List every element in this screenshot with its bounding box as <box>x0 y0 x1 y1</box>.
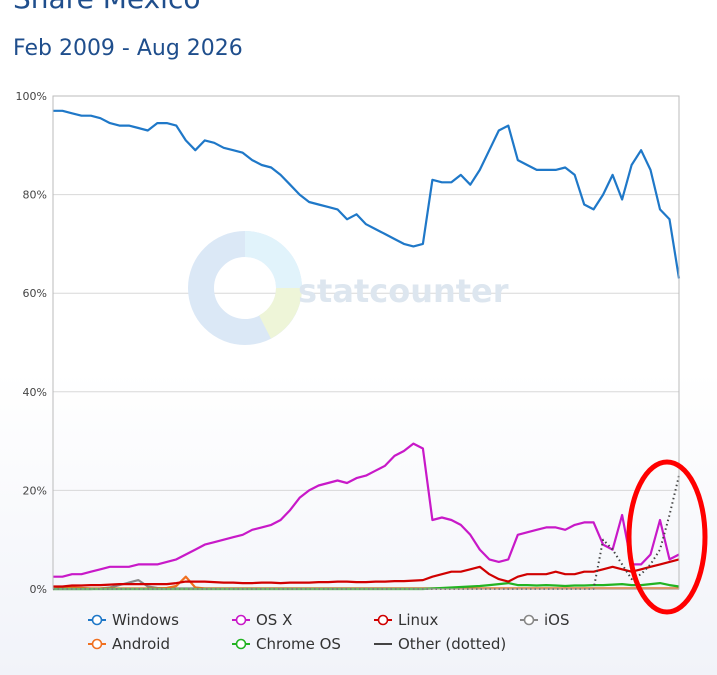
y-tick-label: 0% <box>30 583 47 596</box>
legend-item[interactable]: OS X <box>232 611 292 629</box>
gridlines <box>53 95 679 590</box>
red-highlight-circle <box>626 459 708 615</box>
legend-circle-icon <box>520 614 538 626</box>
legend-label: iOS <box>544 611 570 629</box>
legend-label: Chrome OS <box>256 635 341 653</box>
legend-circle-icon <box>88 614 106 626</box>
legend-item[interactable]: Linux <box>374 611 438 629</box>
legend-circle-icon <box>232 638 250 650</box>
plot-border <box>52 95 680 590</box>
y-tick-label: 80% <box>23 189 47 202</box>
legend-label: Windows <box>112 611 179 629</box>
y-tick-label: 100% <box>16 90 47 103</box>
y-tick-label: 60% <box>23 287 47 300</box>
legend-item[interactable]: Windows <box>88 611 179 629</box>
legend-label: Linux <box>398 611 439 629</box>
statcounter-watermark: statcounter <box>188 231 509 345</box>
legend-item[interactable]: Android <box>88 635 170 653</box>
legend-label: OS X <box>256 611 293 629</box>
series-lines <box>52 109 681 591</box>
legend-label: Other (dotted) <box>398 635 507 653</box>
series-line-linux <box>53 558 680 588</box>
legend-item[interactable]: Other (dotted) <box>374 635 506 653</box>
legend-circle-icon <box>88 638 106 650</box>
legend-item[interactable]: iOS <box>520 611 570 629</box>
watermark-ring-accent <box>244 231 302 289</box>
y-tick-label: 40% <box>23 386 47 399</box>
legend-label: Android <box>112 635 170 653</box>
legend-circle-icon <box>374 614 392 626</box>
y-tick-label: 20% <box>23 484 47 497</box>
legend-circle-icon <box>232 614 250 626</box>
legend-dash-icon <box>374 643 392 645</box>
y-axis-ticks: 100% 80% 60% 40% 20% 0% <box>16 90 47 596</box>
legend-item[interactable]: Chrome OS <box>232 635 341 653</box>
watermark-text: statcounter <box>298 272 509 310</box>
series-line-windows <box>53 109 681 279</box>
watermark-ring-accent <box>258 287 302 339</box>
series-line-os-x <box>53 442 680 578</box>
chart-title: Share Mexico <box>13 0 200 15</box>
chart-subtitle: Feb 2009 - Aug 2026 <box>13 36 243 61</box>
